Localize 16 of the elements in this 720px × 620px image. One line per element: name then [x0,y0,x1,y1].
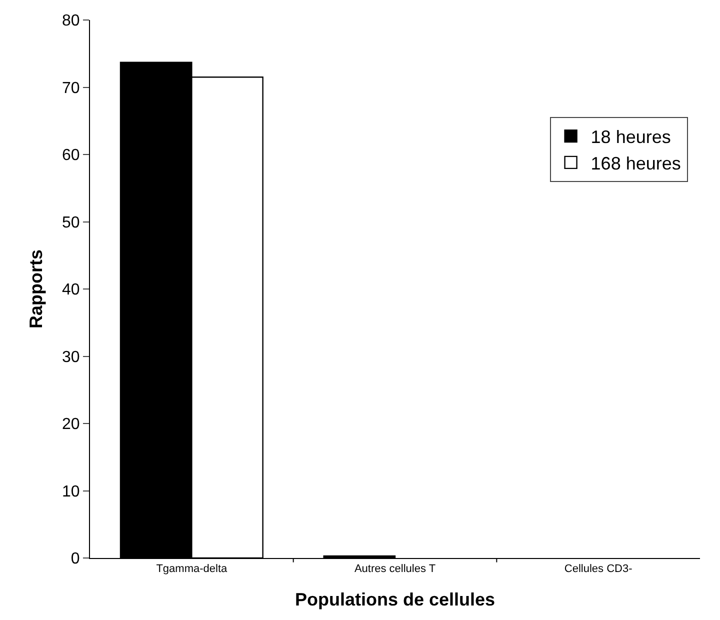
y-tick-label: 80 [62,12,80,30]
y-tick-label: 20 [62,416,80,434]
y-tick-label: 40 [62,282,80,299]
x-tick-label: Autres cellules T [354,563,436,576]
y-tick-label: 10 [62,483,80,500]
legend-label: 18 heures [590,127,671,148]
x-tick-label: Tgamma-delta [156,563,228,576]
legend-label: 168 heures [590,153,681,174]
y-tick-label: 0 [70,550,80,568]
y-tick-label: 60 [62,147,80,164]
y-axis-title: Rapports [26,249,46,329]
y-tick-label: 30 [62,348,80,366]
x-tick-label: Cellules CD3- [564,563,633,576]
y-tick-label: 50 [62,214,80,232]
y-tick-label: 70 [62,80,80,97]
x-axis-title: Populations de cellules [294,589,496,610]
